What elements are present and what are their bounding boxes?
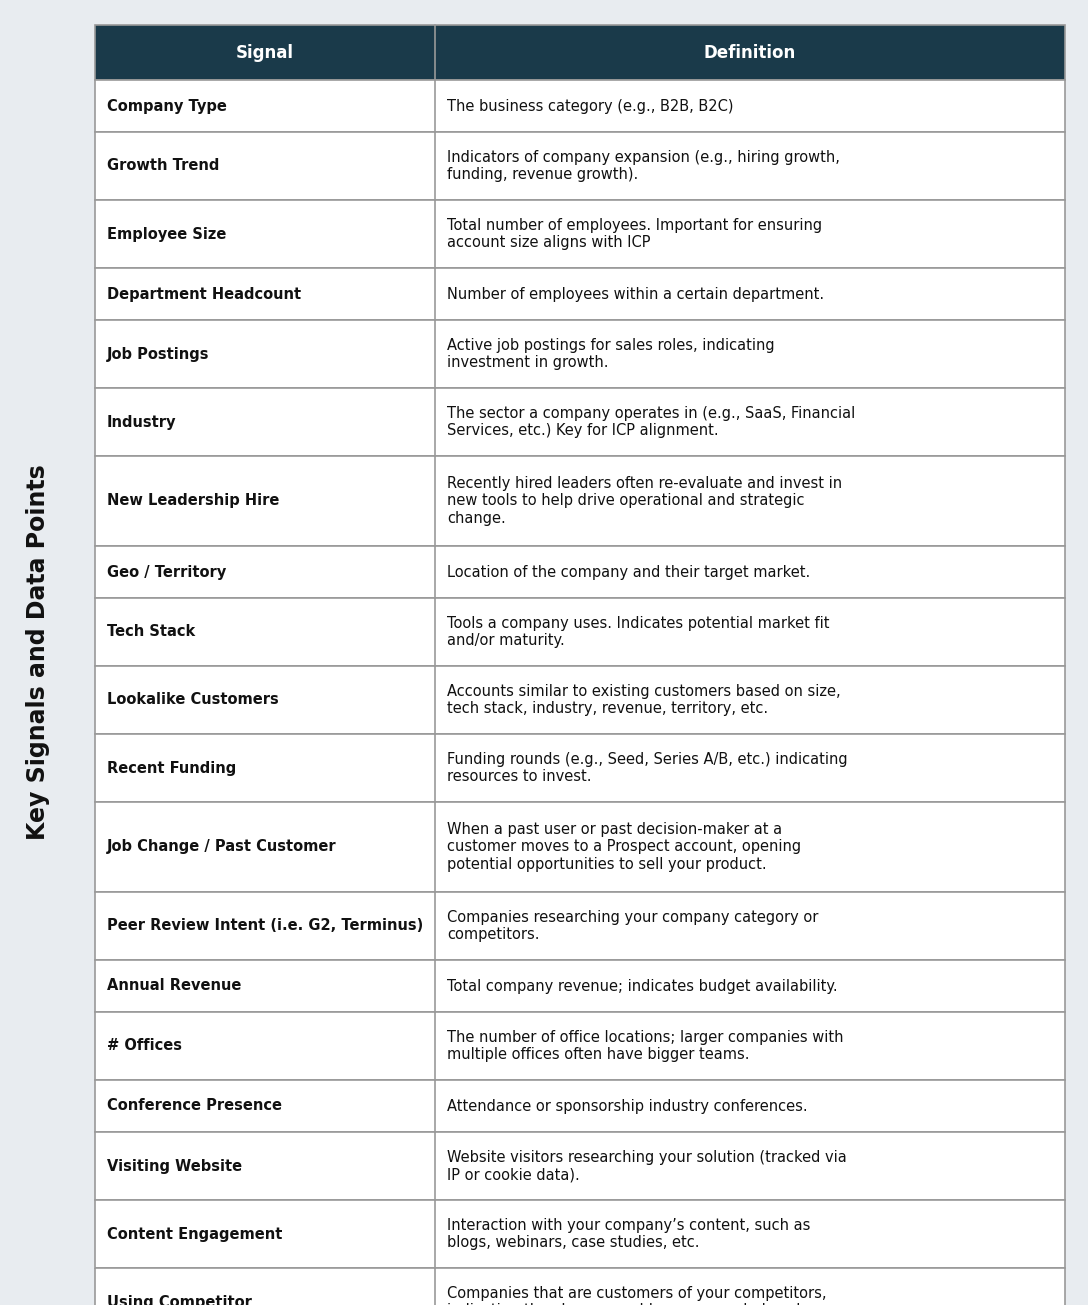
Bar	[95, 1011, 1065, 1081]
Bar	[95, 893, 1065, 960]
Bar	[95, 733, 1065, 803]
Bar	[95, 1131, 1065, 1201]
Bar	[95, 25, 1065, 80]
Text: Companies researching your company category or
competitors.: Companies researching your company categ…	[447, 910, 818, 942]
Text: Indicators of company expansion (e.g., hiring growth,
funding, revenue growth).: Indicators of company expansion (e.g., h…	[447, 150, 840, 183]
Bar	[95, 1081, 1065, 1131]
Bar	[95, 733, 1065, 803]
Bar	[95, 25, 1065, 80]
Text: Content Engagement: Content Engagement	[107, 1227, 283, 1241]
Bar	[95, 268, 1065, 320]
Text: Total company revenue; indicates budget availability.: Total company revenue; indicates budget …	[447, 979, 838, 993]
Text: Annual Revenue: Annual Revenue	[107, 979, 242, 993]
Bar	[95, 320, 1065, 388]
Text: Lookalike Customers: Lookalike Customers	[107, 693, 279, 707]
Text: # Offices: # Offices	[107, 1039, 182, 1053]
Bar	[95, 80, 1065, 132]
Bar	[95, 803, 1065, 893]
Bar	[95, 200, 1065, 268]
Text: Industry: Industry	[107, 415, 176, 429]
Text: Using Competitor: Using Competitor	[107, 1295, 252, 1305]
Text: The business category (e.g., B2B, B2C): The business category (e.g., B2B, B2C)	[447, 98, 733, 114]
Bar	[95, 1131, 1065, 1201]
Text: New Leadership Hire: New Leadership Hire	[107, 493, 280, 509]
Bar	[95, 545, 1065, 598]
Text: The sector a company operates in (e.g., SaaS, Financial
Services, etc.) Key for : The sector a company operates in (e.g., …	[447, 406, 855, 438]
Bar	[95, 893, 1065, 960]
Text: Department Headcount: Department Headcount	[107, 287, 301, 301]
Bar	[95, 1201, 1065, 1268]
Text: Recently hired leaders often re-evaluate and invest in
new tools to help drive o: Recently hired leaders often re-evaluate…	[447, 476, 842, 526]
Text: Job Change / Past Customer: Job Change / Past Customer	[107, 839, 336, 855]
Text: Tech Stack: Tech Stack	[107, 625, 195, 639]
Text: Companies that are customers of your competitors,
indicating they have a problem: Companies that are customers of your com…	[447, 1285, 827, 1305]
Text: Recent Funding: Recent Funding	[107, 761, 236, 775]
Text: Growth Trend: Growth Trend	[107, 158, 220, 174]
Text: When a past user or past decision-maker at a
customer moves to a Prospect accoun: When a past user or past decision-maker …	[447, 822, 801, 872]
Bar	[95, 132, 1065, 200]
Text: Peer Review Intent (i.e. G2, Terminus): Peer Review Intent (i.e. G2, Terminus)	[107, 919, 423, 933]
Bar	[95, 455, 1065, 545]
Text: Number of employees within a certain department.: Number of employees within a certain dep…	[447, 287, 824, 301]
Bar	[95, 132, 1065, 200]
Bar	[95, 200, 1065, 268]
Text: Conference Presence: Conference Presence	[107, 1099, 282, 1113]
Text: Attendance or sponsorship industry conferences.: Attendance or sponsorship industry confe…	[447, 1099, 807, 1113]
Text: Key Signals and Data Points: Key Signals and Data Points	[26, 465, 50, 840]
Bar	[95, 1201, 1065, 1268]
Text: Visiting Website: Visiting Website	[107, 1159, 243, 1173]
Text: Company Type: Company Type	[107, 98, 227, 114]
Bar	[95, 320, 1065, 388]
Bar	[95, 455, 1065, 545]
Text: Interaction with your company’s content, such as
blogs, webinars, case studies, : Interaction with your company’s content,…	[447, 1218, 811, 1250]
Text: Location of the company and their target market.: Location of the company and their target…	[447, 565, 811, 579]
Text: Accounts similar to existing customers based on size,
tech stack, industry, reve: Accounts similar to existing customers b…	[447, 684, 841, 716]
Text: Signal: Signal	[236, 43, 294, 61]
Bar	[95, 960, 1065, 1011]
Bar	[95, 388, 1065, 455]
Text: Definition: Definition	[704, 43, 796, 61]
Bar	[95, 80, 1065, 132]
Bar	[95, 388, 1065, 455]
Bar	[95, 803, 1065, 893]
Bar	[95, 1011, 1065, 1081]
Text: Tools a company uses. Indicates potential market fit
and/or maturity.: Tools a company uses. Indicates potentia…	[447, 616, 829, 649]
Bar	[95, 598, 1065, 666]
Bar	[95, 666, 1065, 733]
Text: Website visitors researching your solution (tracked via
IP or cookie data).: Website visitors researching your soluti…	[447, 1150, 846, 1182]
Text: Geo / Territory: Geo / Territory	[107, 565, 226, 579]
Bar	[95, 1268, 1065, 1305]
Bar	[95, 960, 1065, 1011]
Bar	[95, 598, 1065, 666]
Bar	[95, 1268, 1065, 1305]
Bar	[95, 268, 1065, 320]
Text: The number of office locations; larger companies with
multiple offices often hav: The number of office locations; larger c…	[447, 1030, 843, 1062]
Text: Employee Size: Employee Size	[107, 227, 226, 241]
Bar	[95, 1081, 1065, 1131]
Text: Total number of employees. Important for ensuring
account size aligns with ICP: Total number of employees. Important for…	[447, 218, 823, 251]
Text: Job Postings: Job Postings	[107, 347, 210, 361]
Text: Active job postings for sales roles, indicating
investment in growth.: Active job postings for sales roles, ind…	[447, 338, 775, 371]
Bar	[95, 545, 1065, 598]
Text: Funding rounds (e.g., Seed, Series A/B, etc.) indicating
resources to invest.: Funding rounds (e.g., Seed, Series A/B, …	[447, 752, 848, 784]
Bar	[95, 666, 1065, 733]
